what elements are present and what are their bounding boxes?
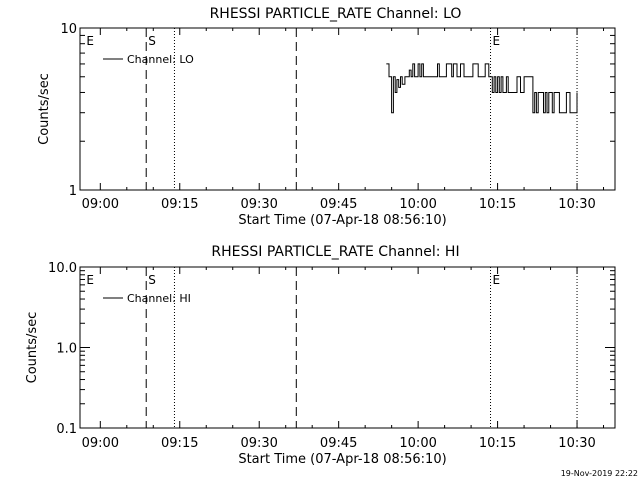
x-tick-label: 09:30 [240, 197, 277, 212]
x-axis-label: Start Time (07-Apr-18 08:56:10) [238, 452, 446, 467]
y-tick-label: 1 [69, 184, 77, 199]
x-tick-label: 10:30 [558, 197, 595, 212]
chart-panel-1: RHESSI PARTICLE_RATE Channel: LO 09:00 09:… [37, 6, 616, 228]
y-axis-label: Counts/sec [37, 73, 52, 145]
event-marker-label: S [148, 34, 156, 48]
footer-timestamp: 19-Nov-2019 22:22 [561, 469, 638, 478]
chart-panel-2: RHESSI PARTICLE_RATE Channel: HI 09:00 09:… [25, 244, 616, 467]
event-marker-label: E [86, 34, 94, 48]
x-tick-label: 10:15 [479, 436, 516, 451]
legend-label: Channel: LO [127, 53, 194, 66]
y-axis-label: Counts/sec [25, 312, 40, 384]
x-tick-label: 09:45 [320, 197, 357, 212]
x-tick-label: 09:15 [161, 197, 198, 212]
x-tick-label: 09:15 [161, 436, 198, 451]
y-tick-label: 10.0 [48, 261, 77, 276]
x-tick-label: 09:00 [82, 436, 119, 451]
x-tick-label: 10:30 [558, 436, 595, 451]
y-tick-label: 1.0 [56, 342, 77, 357]
legend-label: Channel: HI [127, 292, 191, 305]
x-tick-label: 10:15 [479, 197, 516, 212]
x-tick-label: 09:00 [82, 197, 119, 212]
event-marker-label: E [493, 273, 501, 287]
event-marker-label: E [86, 273, 94, 287]
chart-title: RHESSI PARTICLE_RATE Channel: LO [210, 6, 462, 22]
x-tick-label: 10:00 [399, 436, 436, 451]
x-tick-label: 09:45 [320, 436, 357, 451]
series-line [386, 63, 578, 114]
event-marker-label: S [148, 273, 156, 287]
x-tick-label: 09:30 [240, 436, 277, 451]
x-axis-label: Start Time (07-Apr-18 08:56:10) [238, 213, 446, 228]
x-tick-label: 10:00 [399, 197, 436, 212]
plot-frame [79, 27, 616, 191]
chart-title: RHESSI PARTICLE_RATE Channel: HI [211, 244, 459, 260]
y-tick-label: 0.1 [56, 422, 77, 437]
event-marker-label: E [493, 34, 501, 48]
y-tick-label: 10 [60, 22, 77, 37]
